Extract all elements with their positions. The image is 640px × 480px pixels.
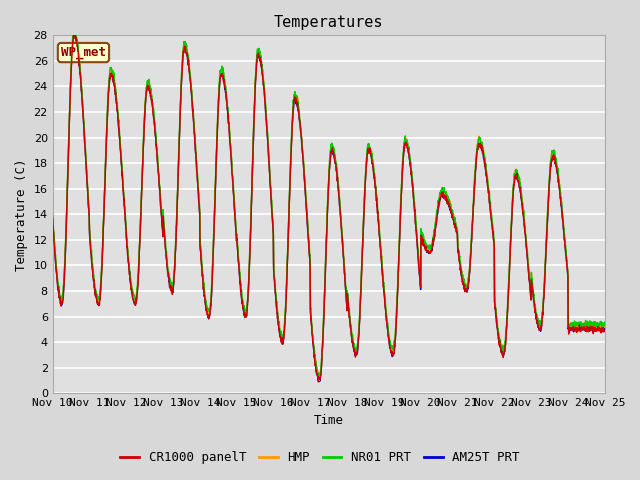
X-axis label: Time: Time bbox=[314, 414, 344, 427]
Title: Temperatures: Temperatures bbox=[274, 15, 383, 30]
Text: WP_met: WP_met bbox=[61, 46, 106, 59]
Legend: CR1000 panelT, HMP, NR01 PRT, AM25T PRT: CR1000 panelT, HMP, NR01 PRT, AM25T PRT bbox=[115, 446, 525, 469]
Y-axis label: Temperature (C): Temperature (C) bbox=[15, 158, 28, 271]
